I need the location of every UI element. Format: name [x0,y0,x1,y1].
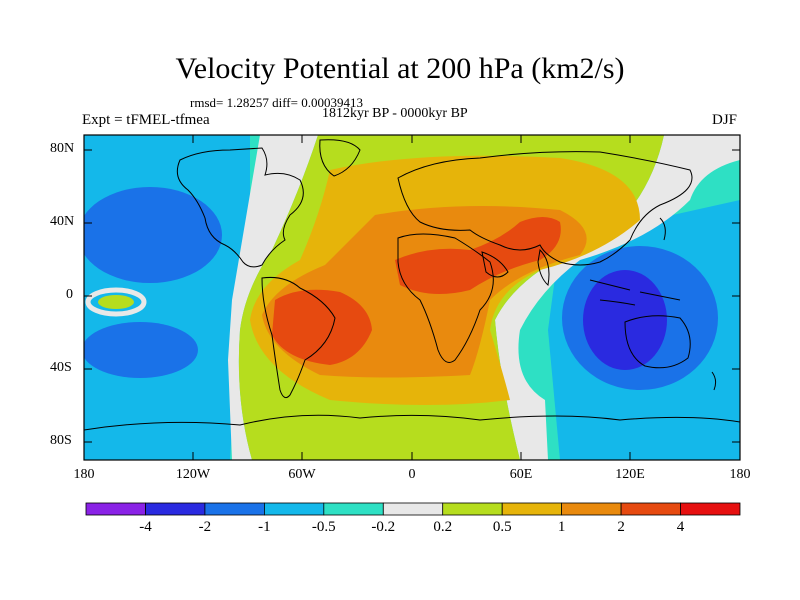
colorbar-label: -4 [139,519,152,535]
colorbar-label: -2 [198,519,212,535]
plot-title: Velocity Potential at 200 hPa (km2/s) [175,52,625,85]
x-tick-label: 60W [288,467,316,482]
x-tick-label: 0 [408,467,416,482]
colorbar-swatch [204,502,265,516]
period-label: 1812kyr BP - 0000kyr BP [322,106,468,121]
colorbar-swatch [145,502,206,516]
coastlines [84,139,740,431]
colorbar-label: 1 [557,519,566,535]
y-tick-label: 40S [50,360,72,375]
x-tick-label: 120E [615,467,645,482]
colorbar-swatch [382,502,444,516]
y-ticks [84,149,740,443]
colorbar-swatch [561,502,622,516]
colorbar-swatch [620,502,681,516]
colorbar-label: 2 [617,519,625,535]
colorbar-swatch [85,502,146,516]
x-tick-label: 120W [175,467,211,482]
colorbar-swatch [263,502,325,516]
colorbar-label: -0.2 [371,519,396,535]
y-tick-label: 0 [66,287,73,302]
colorbar-swatch [501,502,563,516]
colorbar-label: 0.5 [492,519,512,535]
colorbar-swatch [323,502,384,516]
colorbar [85,502,741,516]
y-tick-label: 80N [50,141,75,156]
colorbar-label: 4 [676,519,685,535]
contour-field [84,135,740,460]
stats-line: rmsd= 1.28257 diff= 0.00039413 [190,95,363,110]
colorbar-swatch [680,502,741,516]
y-tick-label: 80S [50,433,72,448]
colorbar-label: -1 [258,519,271,535]
x-tick-label: 180 [729,467,751,482]
x-tick-label: 60E [509,467,533,482]
season-label: DJF [712,112,738,128]
experiment-label: Expt = tFMEL-tfmea [82,112,210,128]
colorbar-label: -0.5 [311,519,336,535]
x-ticks [83,135,741,460]
colorbar-label: 0.2 [433,519,453,535]
y-tick-label: 40N [50,214,75,229]
x-tick-label: 180 [73,467,95,482]
colorbar-swatch [442,502,503,516]
